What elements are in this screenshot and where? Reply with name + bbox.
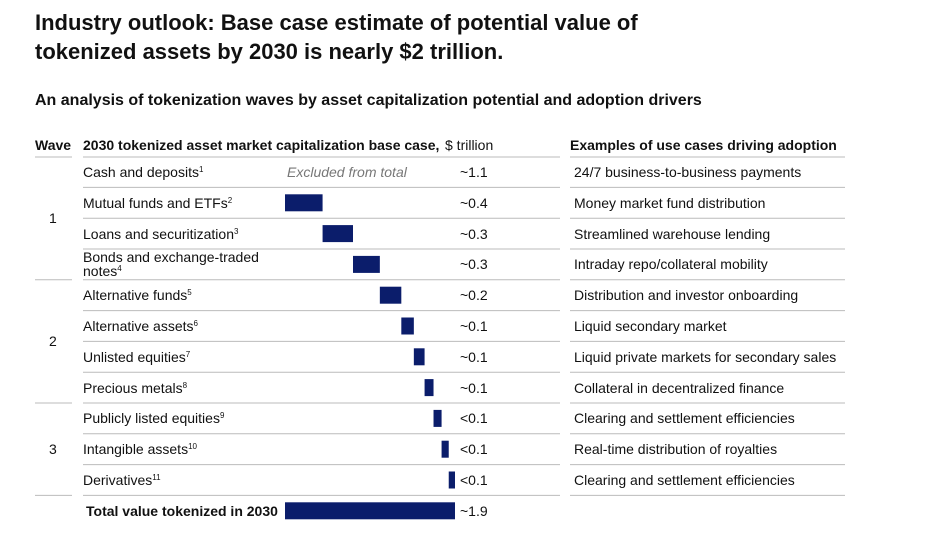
bar <box>433 409 442 427</box>
category-name: Intangible assets <box>83 441 189 458</box>
category-name: Publicly listed equities <box>83 410 220 427</box>
category-label: Alternative assets6 <box>83 319 273 333</box>
value-label: <0.1 <box>460 472 488 488</box>
use-case: Intraday repo/collateral mobility <box>574 256 768 273</box>
wave-label: 3 <box>49 441 57 458</box>
use-case: Clearing and settlement efficiencies <box>574 410 795 427</box>
bar <box>413 348 425 366</box>
value-label: ~0.2 <box>460 287 488 304</box>
value-label: <0.1 <box>460 410 488 427</box>
use-case: Liquid secondary market <box>574 318 727 334</box>
category-name: Unlisted equities <box>83 348 186 365</box>
footnote: 2 <box>227 195 233 205</box>
value-label: <0.1 <box>460 441 488 458</box>
use-case-header: Examples of use cases driving adoption <box>570 137 837 153</box>
category-name: Derivatives <box>83 472 153 488</box>
footnote: 9 <box>219 411 225 421</box>
category-label: Loans and securitization3 <box>83 227 273 241</box>
use-case: Money market fund distribution <box>574 194 766 211</box>
bar <box>379 286 402 304</box>
bar <box>441 440 449 458</box>
total-value-label: ~1.9 <box>460 502 488 519</box>
category-name: Alternative funds <box>83 287 188 304</box>
subtitle: An analysis of tokenization waves by ass… <box>35 92 702 109</box>
use-case: Distribution and investor onboarding <box>574 287 799 304</box>
footnote: 6 <box>193 319 198 328</box>
footnote: 11 <box>152 473 161 482</box>
value-label: ~0.1 <box>460 379 488 396</box>
category-name: Mutual funds and ETFs <box>83 194 228 211</box>
value-label: ~0.3 <box>460 256 488 273</box>
value-label: ~0.1 <box>460 318 488 334</box>
category-label: Alternative funds5 <box>83 288 273 302</box>
category-label: Derivatives11 <box>83 473 273 487</box>
wave-label: 1 <box>49 210 57 227</box>
category-name: Loans and securitization <box>83 225 234 242</box>
footnote: 7 <box>185 349 191 359</box>
bar <box>285 194 323 212</box>
footnote: 3 <box>234 226 239 236</box>
category-label: Bonds and exchange-traded notes4 <box>83 250 273 278</box>
use-case: Liquid private markets for secondary sal… <box>574 348 837 365</box>
title: Industry outlook: Base case estimate of … <box>35 10 638 64</box>
footnote: 5 <box>187 288 192 298</box>
total-label: Total value tokenized in 2030 <box>86 502 278 519</box>
category-name: Alternative assets <box>83 318 194 334</box>
category-name: Bonds and exchange-traded notes <box>83 249 259 280</box>
total-bar <box>285 502 455 520</box>
value-label: ~0.3 <box>460 225 488 242</box>
use-case: Clearing and settlement efficiencies <box>574 472 795 488</box>
category-label: Precious metals8 <box>83 381 273 395</box>
bar <box>448 471 455 489</box>
footnote: 10 <box>188 442 197 452</box>
category-name: Cash and deposits <box>83 164 199 180</box>
footnote: 4 <box>117 264 122 274</box>
bar <box>424 379 434 397</box>
category-label: Intangible assets10 <box>83 442 273 456</box>
unit-header: $ trillion <box>445 137 494 153</box>
category-label: Publicly listed equities9 <box>83 411 273 425</box>
wave-label: 2 <box>49 333 57 350</box>
bar <box>322 225 353 243</box>
value-label: ~0.1 <box>460 348 488 365</box>
value-label: ~0.4 <box>460 194 488 211</box>
value-label: ~1.1 <box>460 164 488 180</box>
use-case: 24/7 business-to-business payments <box>574 164 802 180</box>
footnote: 8 <box>182 380 188 390</box>
category-name: Precious metals <box>83 379 183 396</box>
footnote: 1 <box>198 165 204 174</box>
bar <box>401 317 414 335</box>
use-case: Streamlined warehouse lending <box>574 225 771 242</box>
market-header: 2030 tokenized asset market capitalizati… <box>83 137 440 153</box>
use-case: Collateral in decentralized finance <box>574 379 785 396</box>
bar <box>353 255 380 273</box>
wave-header: Wave <box>35 137 72 153</box>
use-case: Real-time distribution of royalties <box>574 441 778 458</box>
excluded-note: Excluded from total <box>287 164 407 180</box>
category-label: Unlisted equities7 <box>83 350 273 364</box>
category-label: Cash and deposits1 <box>83 165 273 179</box>
category-label: Mutual funds and ETFs2 <box>83 196 273 210</box>
